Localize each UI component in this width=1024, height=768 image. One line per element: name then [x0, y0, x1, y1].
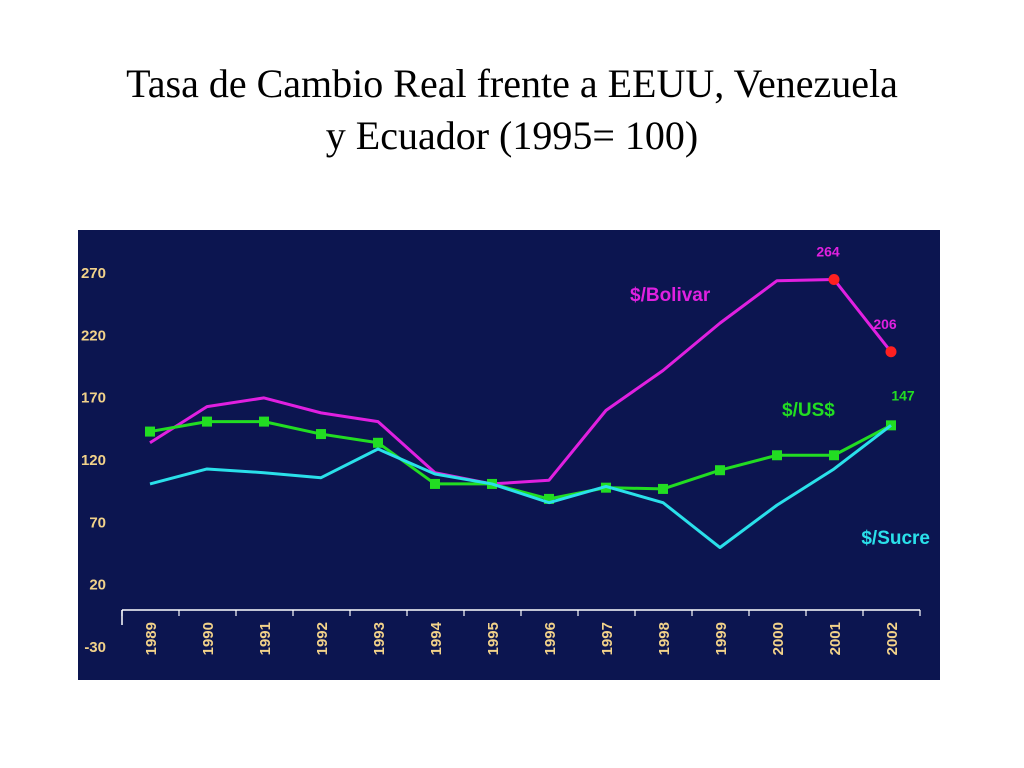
y-tick-label: 220: [81, 327, 106, 344]
x-tick-label: 2002: [884, 622, 901, 655]
y-tick-label: 20: [89, 577, 106, 594]
series-line-1: [149, 277, 893, 486]
data-label: 206: [873, 316, 897, 332]
series-marker: [829, 450, 839, 461]
series-marker: [202, 416, 212, 427]
title-line-1: Tasa de Cambio Real frente a EEUU, Venez…: [126, 61, 898, 106]
data-label: 147: [891, 387, 915, 403]
line-chart-svg: 270 220 170 120 70 20 -30 1989 1990 1991 1992 1993 1…: [78, 230, 940, 680]
x-tick-label: 1989: [143, 622, 160, 655]
x-tick-label: 1994: [428, 621, 445, 655]
y-tick-label: 270: [81, 265, 106, 282]
series-marker: [145, 426, 155, 437]
x-tick-label: 1998: [656, 622, 673, 655]
series-marker: [430, 478, 440, 489]
y-tick-label: 170: [81, 390, 106, 407]
y-tick-label: 70: [89, 514, 106, 531]
series-marker: [772, 450, 782, 461]
x-tick-label: 2001: [827, 622, 844, 655]
highlight-point: [885, 346, 897, 358]
series-line-3: [149, 424, 892, 550]
series-marker: [658, 483, 668, 494]
y-tick-label: -30: [84, 639, 106, 656]
x-tick-label: 2000: [770, 622, 787, 655]
series-name-label: $/Sucre: [861, 528, 930, 549]
exchange-rate-chart: 270 220 170 120 70 20 -30 1989 1990 1991 1992 1993 1…: [78, 230, 940, 680]
series-marker: [544, 493, 554, 504]
series-marker: [316, 429, 326, 440]
series-marker: [259, 416, 269, 427]
series-name-label: $/Bolivar: [630, 285, 711, 306]
x-tick-label: 1991: [257, 622, 274, 655]
series-name-label: $/US$: [782, 400, 835, 421]
title-line-2: y Ecuador (1995= 100): [325, 113, 699, 158]
x-tick-label: 1992: [314, 622, 331, 655]
x-tick-label: 1997: [599, 622, 616, 655]
x-tick-label: 1993: [371, 622, 388, 655]
series-marker: [373, 437, 383, 448]
data-label: 264: [816, 243, 840, 259]
series-marker: [715, 465, 725, 476]
x-tick-label: 1999: [713, 622, 730, 655]
slide-title: Tasa de Cambio Real frente a EEUU, Venez…: [0, 58, 1024, 162]
x-tick-label: 1995: [485, 622, 502, 655]
series-line-2: [149, 420, 892, 501]
y-tick-label: 120: [81, 452, 106, 469]
x-tick-label: 1990: [200, 622, 217, 655]
highlight-point: [828, 273, 840, 285]
x-tick-label: 1996: [542, 622, 559, 655]
